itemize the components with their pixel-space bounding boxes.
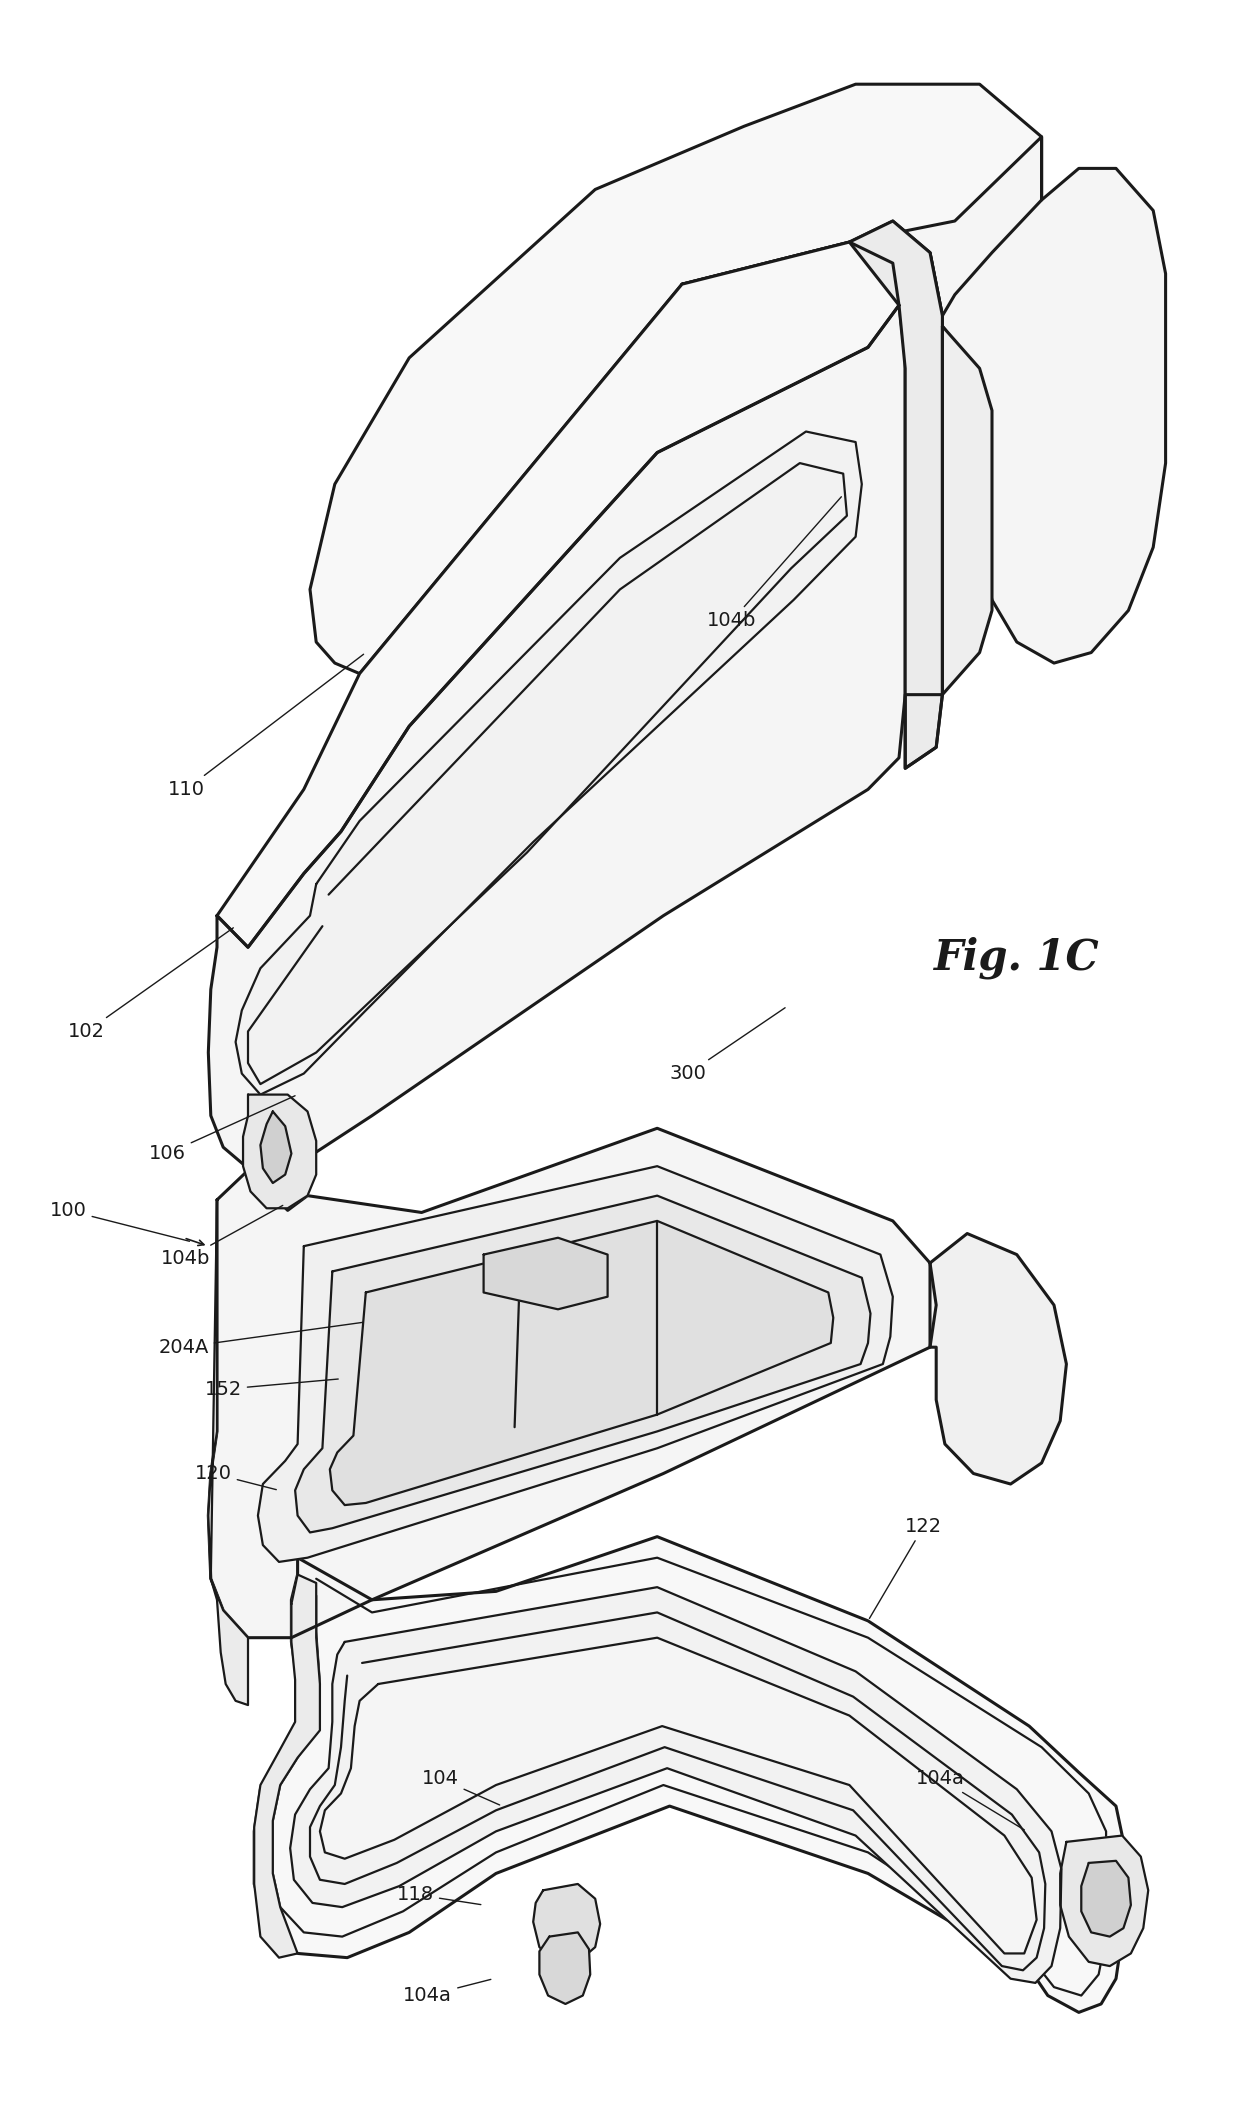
Text: 204A: 204A	[159, 1322, 363, 1358]
Text: 118: 118	[397, 1884, 481, 1905]
Polygon shape	[533, 1884, 600, 1962]
Polygon shape	[208, 1128, 936, 1638]
Text: 120: 120	[195, 1463, 277, 1490]
Polygon shape	[320, 1638, 1037, 1953]
Polygon shape	[208, 1200, 248, 1705]
Polygon shape	[290, 1587, 1061, 1983]
Polygon shape	[310, 84, 1042, 674]
Text: 152: 152	[205, 1379, 339, 1400]
Text: 106: 106	[149, 1097, 295, 1164]
Polygon shape	[295, 1196, 870, 1532]
Text: Fig. 1C: Fig. 1C	[934, 937, 1100, 979]
Polygon shape	[1081, 1861, 1131, 1937]
Polygon shape	[254, 1537, 1122, 2012]
Polygon shape	[539, 1932, 590, 2004]
Polygon shape	[208, 305, 905, 1168]
Polygon shape	[849, 221, 942, 768]
Polygon shape	[905, 326, 992, 768]
Text: 104b: 104b	[161, 1206, 283, 1269]
Polygon shape	[330, 1221, 833, 1505]
Text: 300: 300	[670, 1008, 785, 1084]
Polygon shape	[484, 1238, 608, 1309]
Text: 104: 104	[422, 1768, 500, 1804]
Polygon shape	[930, 1234, 1066, 1484]
Text: 104b: 104b	[707, 497, 842, 632]
Text: 104a: 104a	[915, 1768, 1024, 1829]
Polygon shape	[682, 137, 1166, 663]
Text: 104a: 104a	[403, 1979, 491, 2006]
Text: 122: 122	[869, 1516, 942, 1619]
Text: 100: 100	[50, 1200, 190, 1242]
Text: 110: 110	[167, 655, 363, 800]
Polygon shape	[254, 1575, 320, 1958]
Text: 102: 102	[68, 928, 233, 1042]
Polygon shape	[258, 1166, 893, 1562]
Polygon shape	[243, 1095, 316, 1208]
Polygon shape	[260, 1111, 291, 1183]
Polygon shape	[217, 242, 899, 947]
Polygon shape	[1060, 1836, 1148, 1966]
Polygon shape	[236, 432, 862, 1095]
